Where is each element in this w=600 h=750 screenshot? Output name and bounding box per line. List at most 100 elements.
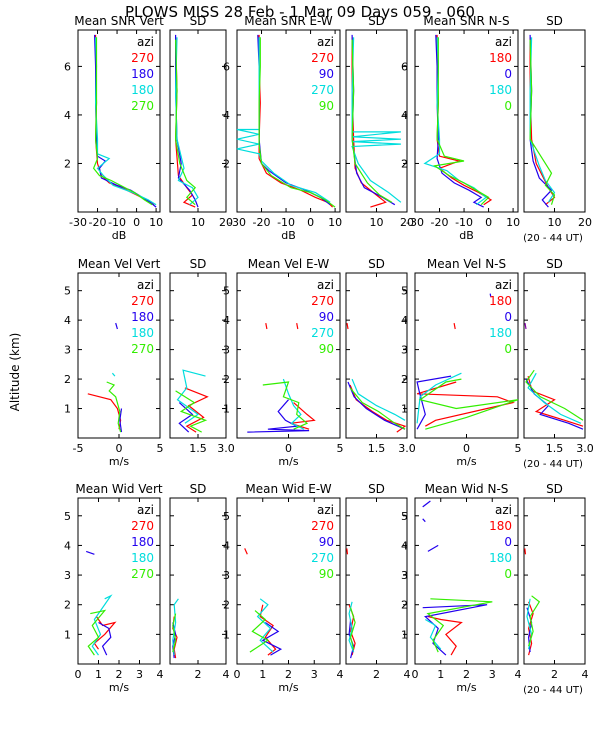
series-line-green — [172, 613, 177, 653]
legend-entry: 0 — [504, 342, 512, 356]
y-tick-label: 5 — [223, 285, 230, 298]
x-tick-label: 0 — [412, 668, 419, 681]
x-tick-label: 2 — [116, 668, 123, 681]
x-tick-label: 3.0 — [398, 442, 416, 455]
legend-entry: 90 — [319, 99, 334, 113]
series-fragment-blue — [489, 293, 492, 297]
legend-entry: 180 — [489, 83, 512, 97]
plot-frame — [236, 29, 341, 213]
series-line-cyan — [527, 372, 582, 424]
panel-wid-ew-sd: SD 2 4 — [345, 482, 411, 681]
y-tick-label: 2 — [223, 599, 230, 612]
series-line-red — [436, 34, 493, 206]
y-tick-label: 2 — [64, 599, 71, 612]
legend-entry: 90 — [319, 342, 334, 356]
series-line-cyan — [351, 378, 406, 421]
x-axis-label: dB — [281, 229, 296, 242]
x-tick-label: 1.5 — [368, 442, 386, 455]
x-tick-label: 1.5 — [189, 442, 207, 455]
y-tick-label: 3 — [64, 569, 71, 582]
series-line-green — [262, 381, 309, 430]
panel-title: SD — [368, 482, 385, 496]
y-tick-label: 2 — [401, 157, 408, 170]
legend-entry: 270 — [131, 294, 154, 308]
series-fragment-red — [265, 322, 268, 330]
x-tick-label: 10 — [149, 216, 163, 229]
legend-header: azi — [317, 503, 334, 517]
series-line-red — [351, 37, 387, 208]
y-tick-label: 4 — [401, 314, 408, 327]
plot-frame — [523, 272, 586, 439]
series-line-green — [92, 37, 153, 206]
x-tick-label: 5 — [337, 442, 344, 455]
series-line-red — [529, 37, 556, 206]
y-tick-label: 2 — [223, 157, 230, 170]
panel-vel-vert-sd: SD 1.5 3.0 — [169, 257, 235, 455]
plot-frame — [345, 272, 408, 439]
x-tick-label: 20 — [400, 216, 414, 229]
series-line-cyan — [111, 372, 116, 377]
legend-entry: 270 — [311, 551, 334, 565]
y-tick-label: 2 — [401, 373, 408, 386]
panel-title: Mean Wid Vert — [75, 482, 162, 496]
series-line-green — [258, 37, 336, 208]
figure-title: PLOWS MISS 28 Feb - 1 Mar 09 Days 059 - … — [125, 3, 475, 21]
panel-snr-ns-sd: SD 10 20 (20 - 44 UT) — [523, 14, 592, 244]
panel-title: Mean SNR E-W — [244, 14, 333, 28]
panel-title: SD — [190, 257, 207, 271]
x-tick-label: 3.0 — [576, 442, 594, 455]
series-fragment-blue — [427, 544, 439, 552]
series-line-cyan — [424, 618, 442, 650]
series-line-cyan — [174, 37, 199, 206]
panel-title: Mean SNR N-S — [423, 14, 509, 28]
x-tick-label: 20 — [578, 216, 592, 229]
x-tick-label: -10 — [277, 216, 295, 229]
y-tick-label: 5 — [401, 510, 408, 523]
x-axis-label: m/s — [456, 681, 476, 694]
y-tick-label: 5 — [64, 285, 71, 298]
y-tick-label: 2 — [401, 599, 408, 612]
y-tick-label: 3 — [223, 569, 230, 582]
panel-snr-vert-sd: SD 10 20 — [169, 14, 233, 229]
x-tick-label: 2 — [373, 668, 380, 681]
row-vel: Mean Vel Vert 1 2 3 4 5 -5 0 5 m/s azi 270 180 180 270… — [64, 257, 594, 470]
x-tick-label: 0 — [485, 216, 492, 229]
y-tick-label: 4 — [64, 109, 71, 122]
series-line-green — [249, 610, 270, 653]
y-tick-label: 5 — [64, 510, 71, 523]
x-tick-label: 4 — [404, 668, 411, 681]
series-fragment-blue — [85, 550, 95, 555]
y-tick-label: 6 — [223, 60, 230, 73]
legend-entry: 180 — [489, 294, 512, 308]
legend-entry: 0 — [504, 310, 512, 324]
panel-title: Mean Vel N-S — [427, 257, 506, 271]
legend-entry: 0 — [504, 567, 512, 581]
y-tick-label: 1 — [64, 628, 71, 641]
x-tick-label: 2 — [551, 668, 558, 681]
series-line-blue — [119, 408, 123, 433]
panel-title: Mean Wid E-W — [245, 482, 331, 496]
series-fragment-red — [524, 548, 527, 555]
x-axis-label: m/s — [109, 455, 129, 468]
x-tick-label: 10 — [506, 216, 520, 229]
panel-title: Mean SNR Vert — [74, 14, 164, 28]
series-line-blue — [529, 34, 553, 208]
series-line-red — [184, 387, 209, 433]
series-fragment-red — [346, 548, 349, 555]
x-axis-label: m/s — [278, 455, 298, 468]
series-line-blue — [351, 34, 396, 206]
x-tick-label: -5 — [73, 442, 84, 455]
series-line-red — [259, 604, 277, 656]
x-axis-label: m/s — [278, 681, 298, 694]
panel-title: SD — [190, 14, 207, 28]
legend-entry: 180 — [131, 535, 154, 549]
legend-entry: 0 — [504, 99, 512, 113]
x-tick-label: 0 — [116, 442, 123, 455]
x-tick-label: 4 — [337, 668, 344, 681]
y-tick-label: 2 — [64, 373, 71, 386]
series-line-red — [527, 601, 534, 656]
legend-header: azi — [137, 278, 154, 292]
plot-frame — [77, 29, 161, 213]
